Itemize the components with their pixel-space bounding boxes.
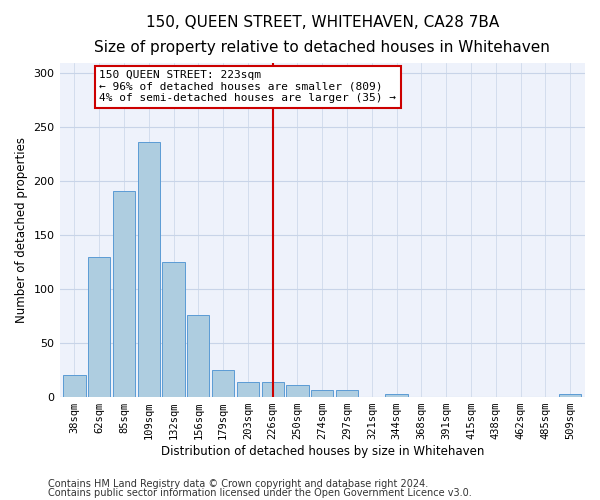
Bar bbox=[137, 142, 160, 396]
Bar bbox=[385, 394, 408, 396]
Bar bbox=[163, 262, 185, 396]
Title: 150, QUEEN STREET, WHITEHAVEN, CA28 7BA
Size of property relative to detached ho: 150, QUEEN STREET, WHITEHAVEN, CA28 7BA … bbox=[94, 15, 550, 54]
Bar bbox=[336, 390, 358, 396]
Bar bbox=[262, 382, 284, 396]
Bar bbox=[212, 370, 234, 396]
Bar bbox=[187, 314, 209, 396]
Y-axis label: Number of detached properties: Number of detached properties bbox=[15, 136, 28, 322]
Bar bbox=[311, 390, 334, 396]
Bar bbox=[88, 256, 110, 396]
Text: 150 QUEEN STREET: 223sqm
← 96% of detached houses are smaller (809)
4% of semi-d: 150 QUEEN STREET: 223sqm ← 96% of detach… bbox=[99, 70, 396, 104]
Text: Contains public sector information licensed under the Open Government Licence v3: Contains public sector information licen… bbox=[48, 488, 472, 498]
Text: Contains HM Land Registry data © Crown copyright and database right 2024.: Contains HM Land Registry data © Crown c… bbox=[48, 479, 428, 489]
X-axis label: Distribution of detached houses by size in Whitehaven: Distribution of detached houses by size … bbox=[161, 444, 484, 458]
Bar bbox=[559, 394, 581, 396]
Bar bbox=[237, 382, 259, 396]
Bar bbox=[286, 384, 308, 396]
Bar bbox=[63, 375, 86, 396]
Bar bbox=[113, 191, 135, 396]
